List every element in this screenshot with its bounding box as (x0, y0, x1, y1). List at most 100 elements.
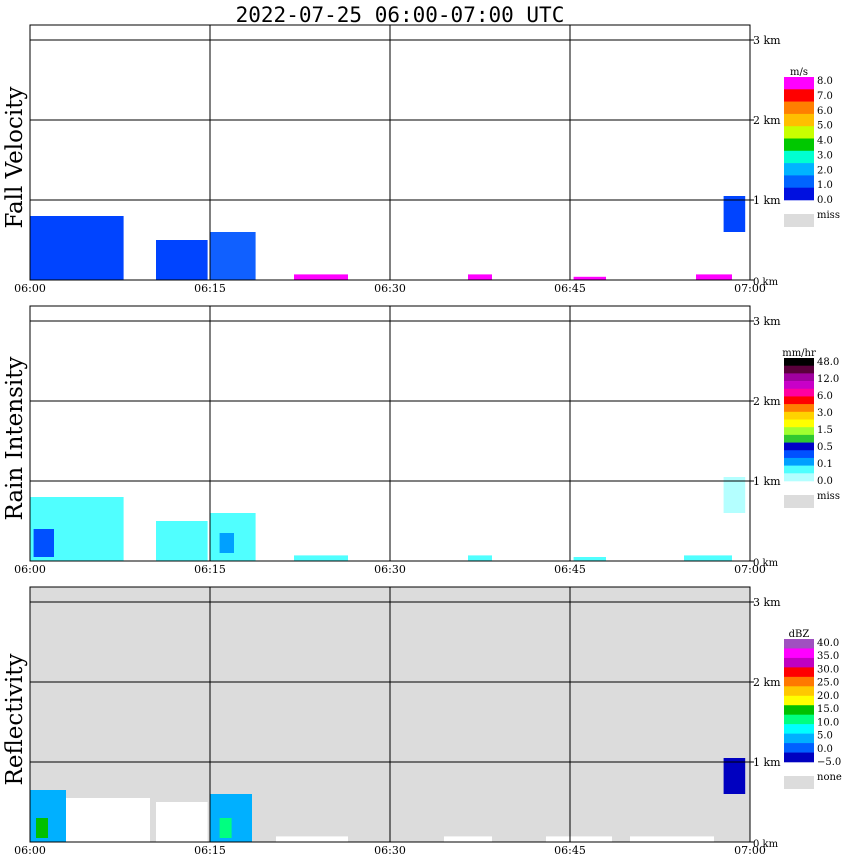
legend-label: 10.0 (817, 717, 839, 728)
y-axis-label: Reflectivity (2, 654, 28, 786)
x-tick-label: 07:00 (734, 563, 766, 576)
x-tick-label: 06:00 (14, 844, 46, 857)
legend-swatch (784, 639, 814, 649)
echo-region (573, 557, 606, 561)
y-tick-label: 3 km (753, 315, 781, 328)
echo-region (219, 818, 232, 838)
echo-region (684, 555, 732, 561)
legend-swatch (784, 126, 814, 139)
legend-swatch (784, 648, 814, 659)
x-tick-label: 07:00 (734, 844, 766, 857)
legend-swatch (784, 150, 814, 164)
legend-label: 1.0 (817, 180, 833, 191)
legend-unit: mm/hr (782, 348, 816, 359)
legend-swatch (784, 695, 814, 706)
echo-region (444, 836, 492, 842)
y-tick-label: 3 km (753, 34, 781, 47)
legend-label: 4.0 (817, 136, 833, 147)
legend-swatch (784, 427, 814, 436)
legend-unit: dBZ (789, 629, 810, 640)
legend-missing-swatch (784, 776, 814, 789)
legend-swatch (784, 396, 814, 405)
echo-region (30, 216, 124, 280)
legend-label: 0.5 (817, 442, 833, 453)
legend-swatch (784, 365, 814, 374)
legend-label: 0.0 (817, 744, 833, 755)
legend-swatch (784, 419, 814, 428)
x-tick-label: 06:30 (374, 282, 406, 295)
legend-missing-label: miss (817, 210, 840, 221)
echo-region (630, 836, 714, 842)
y-tick-label: 2 km (753, 114, 781, 127)
echo-region (210, 232, 256, 280)
x-tick-label: 07:00 (734, 282, 766, 295)
legend-label: 35.0 (817, 651, 839, 662)
legend-swatch (784, 705, 814, 715)
x-tick-label: 06:00 (14, 563, 46, 576)
legend-missing-swatch (784, 214, 814, 227)
legend-label: 7.0 (817, 91, 833, 102)
legend-swatch (784, 381, 814, 390)
legend-missing-label: miss (817, 491, 840, 502)
x-tick-label: 06:45 (554, 844, 586, 857)
legend-swatch (784, 657, 814, 668)
echo-region (546, 836, 612, 842)
legend-label: 20.0 (817, 691, 839, 702)
legend-swatch (784, 373, 814, 382)
echo-region (723, 758, 746, 794)
y-tick-label: 0 km (753, 558, 779, 569)
legend-swatch (784, 358, 814, 366)
legend-swatch (784, 473, 814, 482)
legend-missing-swatch (784, 495, 814, 508)
legend-label: 40.0 (817, 638, 839, 649)
legend-label: −5.0 (817, 757, 841, 768)
x-tick-label: 06:45 (554, 563, 586, 576)
legend-label: 0.0 (817, 476, 833, 487)
legend-swatch (784, 163, 814, 176)
y-tick-label: 1 km (753, 756, 781, 769)
legend-swatch (784, 175, 814, 188)
legend-swatch (784, 411, 814, 420)
legend-missing-label: none (817, 772, 842, 783)
echo-region (468, 555, 492, 561)
legend-swatch (784, 113, 814, 127)
echo-region (156, 240, 208, 280)
legend-label: 30.0 (817, 664, 839, 675)
y-axis-label: Rain Intensity (2, 356, 28, 520)
echo-region (294, 274, 348, 280)
y-tick-label: 2 km (753, 395, 781, 408)
legend-swatch (784, 667, 814, 678)
legend-swatch (784, 77, 814, 90)
echo-region (294, 555, 348, 561)
legend-swatch (784, 686, 814, 697)
legend-label: 5.0 (817, 121, 833, 132)
legend-label: 0.1 (817, 459, 833, 470)
y-tick-label: 0 km (753, 277, 779, 288)
echo-region (156, 521, 208, 561)
y-axis-label: Fall Velocity (2, 87, 28, 229)
legend-label: 12.0 (817, 374, 839, 385)
plot-frame (29, 24, 751, 281)
y-tick-label: 1 km (753, 194, 781, 207)
x-tick-label: 06:30 (374, 563, 406, 576)
plot-frame (29, 305, 751, 562)
legend-swatch (784, 404, 814, 413)
legend-label: 0.0 (817, 195, 833, 206)
echo-region (468, 274, 492, 280)
echo-region (156, 802, 208, 842)
x-tick-label: 06:15 (194, 844, 226, 857)
legend-swatch (784, 138, 814, 152)
legend-label: 3.0 (817, 150, 833, 161)
y-tick-label: 1 km (753, 475, 781, 488)
y-tick-label: 0 km (753, 839, 779, 850)
legend-label: 1.5 (817, 425, 833, 436)
chart-title: 2022-07-25 06:00-07:00 UTC (236, 3, 565, 27)
legend-label: 15.0 (817, 704, 839, 715)
x-tick-label: 06:15 (194, 563, 226, 576)
legend-swatch (784, 388, 814, 397)
x-tick-label: 06:00 (14, 282, 46, 295)
legend-label: 6.0 (817, 391, 833, 402)
legend-swatch (784, 733, 814, 744)
legend-swatch (784, 434, 814, 443)
